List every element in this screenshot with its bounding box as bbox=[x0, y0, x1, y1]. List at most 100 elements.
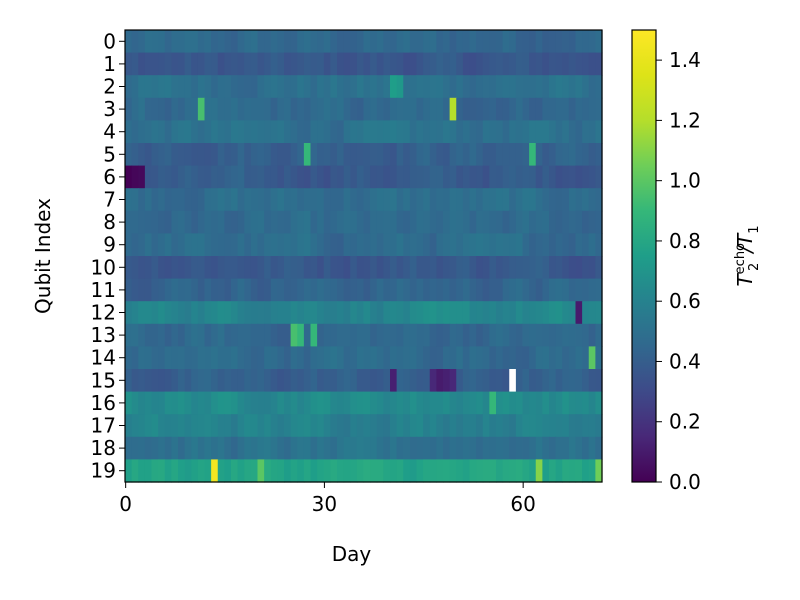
heatmap-cell bbox=[370, 256, 378, 280]
heatmap-cell bbox=[317, 233, 325, 257]
heatmap-cell bbox=[264, 30, 272, 54]
heatmap-cell bbox=[356, 52, 365, 76]
heatmap-cell bbox=[270, 233, 278, 257]
heatmap-cell bbox=[383, 278, 391, 302]
heatmap-cell bbox=[429, 52, 437, 76]
heatmap-cell bbox=[343, 436, 351, 460]
heatmap-cell bbox=[529, 143, 537, 167]
heatmap-cell bbox=[535, 278, 543, 302]
heatmap-cell bbox=[509, 97, 517, 121]
heatmap-cell bbox=[575, 52, 583, 76]
heatmap-cell bbox=[496, 52, 504, 76]
heatmap-cell bbox=[482, 278, 490, 302]
heatmap-cell bbox=[310, 97, 318, 121]
heatmap-cell bbox=[277, 414, 285, 438]
heatmap-cell bbox=[562, 414, 570, 438]
heatmap-cell bbox=[595, 346, 603, 370]
heatmap-cell bbox=[257, 391, 265, 415]
heatmap-cell bbox=[469, 278, 477, 302]
heatmap-cell bbox=[575, 369, 583, 393]
heatmap-cell bbox=[125, 391, 133, 415]
heatmap-cell bbox=[317, 188, 325, 212]
heatmap-cell bbox=[568, 301, 577, 325]
heatmap-cell bbox=[496, 97, 504, 121]
heatmap-cell bbox=[158, 165, 166, 189]
heatmap-cell bbox=[582, 256, 590, 280]
heatmap-cell bbox=[462, 256, 471, 280]
heatmap-cell bbox=[416, 30, 424, 54]
heatmap-cell bbox=[416, 256, 424, 280]
heatmap-cell bbox=[449, 75, 457, 99]
heatmap-cell bbox=[443, 97, 451, 121]
heatmap-cell bbox=[323, 278, 331, 302]
heatmap-cell bbox=[191, 391, 199, 415]
heatmap-cell bbox=[317, 436, 325, 460]
heatmap-cell bbox=[211, 97, 219, 121]
heatmap-cell bbox=[310, 301, 318, 325]
heatmap-cell bbox=[224, 97, 232, 121]
heatmap-cell bbox=[575, 233, 583, 257]
heatmap-cell bbox=[277, 210, 285, 234]
heatmap-cell bbox=[416, 391, 424, 415]
heatmap-cell bbox=[303, 346, 312, 370]
heatmap-cell bbox=[383, 143, 391, 167]
heatmap-cell bbox=[164, 188, 172, 212]
heatmap-cell bbox=[330, 188, 338, 212]
heatmap-cell bbox=[496, 391, 504, 415]
heatmap-cell bbox=[204, 143, 212, 167]
heatmap-cell bbox=[303, 52, 312, 76]
heatmap-cell bbox=[423, 414, 431, 438]
heatmap-cell bbox=[217, 75, 225, 99]
heatmap-cell bbox=[456, 143, 464, 167]
heatmap-cell bbox=[224, 459, 232, 483]
heatmap-cell bbox=[284, 459, 292, 483]
heatmap-cell bbox=[211, 278, 219, 302]
heatmap-cell bbox=[144, 414, 153, 438]
heatmap-cell bbox=[456, 391, 464, 415]
heatmap-cell bbox=[409, 391, 418, 415]
heatmap-cell bbox=[436, 459, 444, 483]
heatmap-cell bbox=[337, 210, 345, 234]
heatmap-cell bbox=[184, 459, 192, 483]
heatmap-cell bbox=[568, 391, 577, 415]
heatmap-cell bbox=[231, 459, 239, 483]
heatmap-cell bbox=[290, 369, 298, 393]
heatmap-cell bbox=[376, 256, 384, 280]
heatmap-cell bbox=[423, 323, 431, 347]
heatmap-cell bbox=[284, 188, 292, 212]
heatmap-cell bbox=[284, 97, 292, 121]
heatmap-cell bbox=[356, 30, 365, 54]
heatmap-cell bbox=[350, 459, 358, 483]
heatmap-cell bbox=[376, 414, 384, 438]
heatmap-cell bbox=[363, 278, 371, 302]
heatmap-cell bbox=[350, 120, 358, 144]
heatmap-cell bbox=[562, 30, 570, 54]
heatmap-cell bbox=[151, 143, 159, 167]
heatmap-cell bbox=[277, 346, 285, 370]
heatmap-cell bbox=[502, 436, 510, 460]
heatmap-cell bbox=[588, 210, 596, 234]
heatmap-cell bbox=[270, 346, 278, 370]
heatmap-cell bbox=[476, 30, 484, 54]
heatmap-cell bbox=[131, 210, 139, 234]
heatmap-cell bbox=[549, 369, 557, 393]
heatmap-cell bbox=[376, 301, 384, 325]
heatmap-cell bbox=[237, 52, 245, 76]
heatmap-cell bbox=[403, 30, 411, 54]
heatmap-cell bbox=[515, 459, 524, 483]
heatmap-cell bbox=[297, 30, 305, 54]
heatmap-cell bbox=[224, 414, 232, 438]
heatmap-cell bbox=[370, 391, 378, 415]
heatmap-cell bbox=[456, 414, 464, 438]
heatmap-cell bbox=[343, 210, 351, 234]
heatmap-cell bbox=[496, 436, 504, 460]
heatmap-cell bbox=[403, 391, 411, 415]
heatmap-cell bbox=[303, 301, 312, 325]
heatmap-cell bbox=[217, 165, 225, 189]
heatmap-cell bbox=[568, 30, 577, 54]
heatmap-cell bbox=[277, 323, 285, 347]
heatmap-cell bbox=[409, 301, 418, 325]
heatmap-cell bbox=[356, 233, 365, 257]
heatmap-cell bbox=[436, 210, 444, 234]
heatmap-cell bbox=[191, 165, 199, 189]
